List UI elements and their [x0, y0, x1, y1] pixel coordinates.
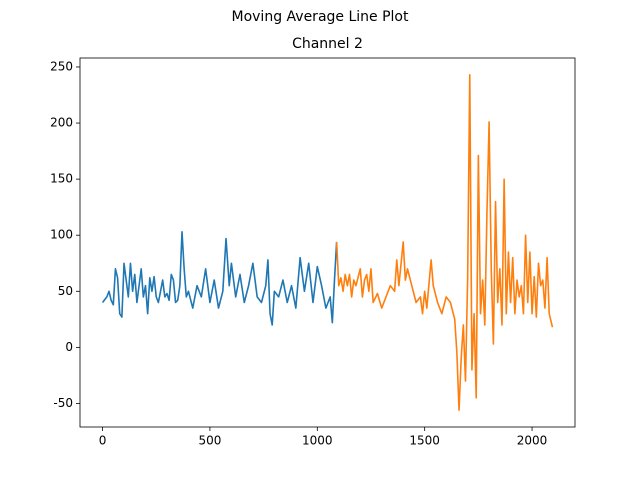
y-tick-label: 250	[50, 59, 73, 73]
x-tick-label: 2000	[517, 434, 548, 448]
series-line	[101, 231, 338, 326]
series-line	[335, 74, 554, 411]
x-tick-label: 1000	[302, 434, 333, 448]
x-tick-label: 0	[99, 434, 107, 448]
y-tick-label: 200	[50, 116, 73, 130]
chart-subtitle: Channel 2	[292, 36, 363, 52]
y-tick-label: 150	[50, 172, 73, 186]
x-tick-label: 1500	[409, 434, 440, 448]
plot-frame	[79, 57, 576, 428]
y-tick-label: 0	[65, 340, 73, 354]
y-tick-label: 50	[58, 284, 73, 298]
chart-title: Moving Average Line Plot	[232, 9, 409, 25]
y-tick-label: -50	[53, 396, 73, 410]
y-tick-label: 100	[50, 228, 73, 242]
x-tick-label: 500	[198, 434, 221, 448]
